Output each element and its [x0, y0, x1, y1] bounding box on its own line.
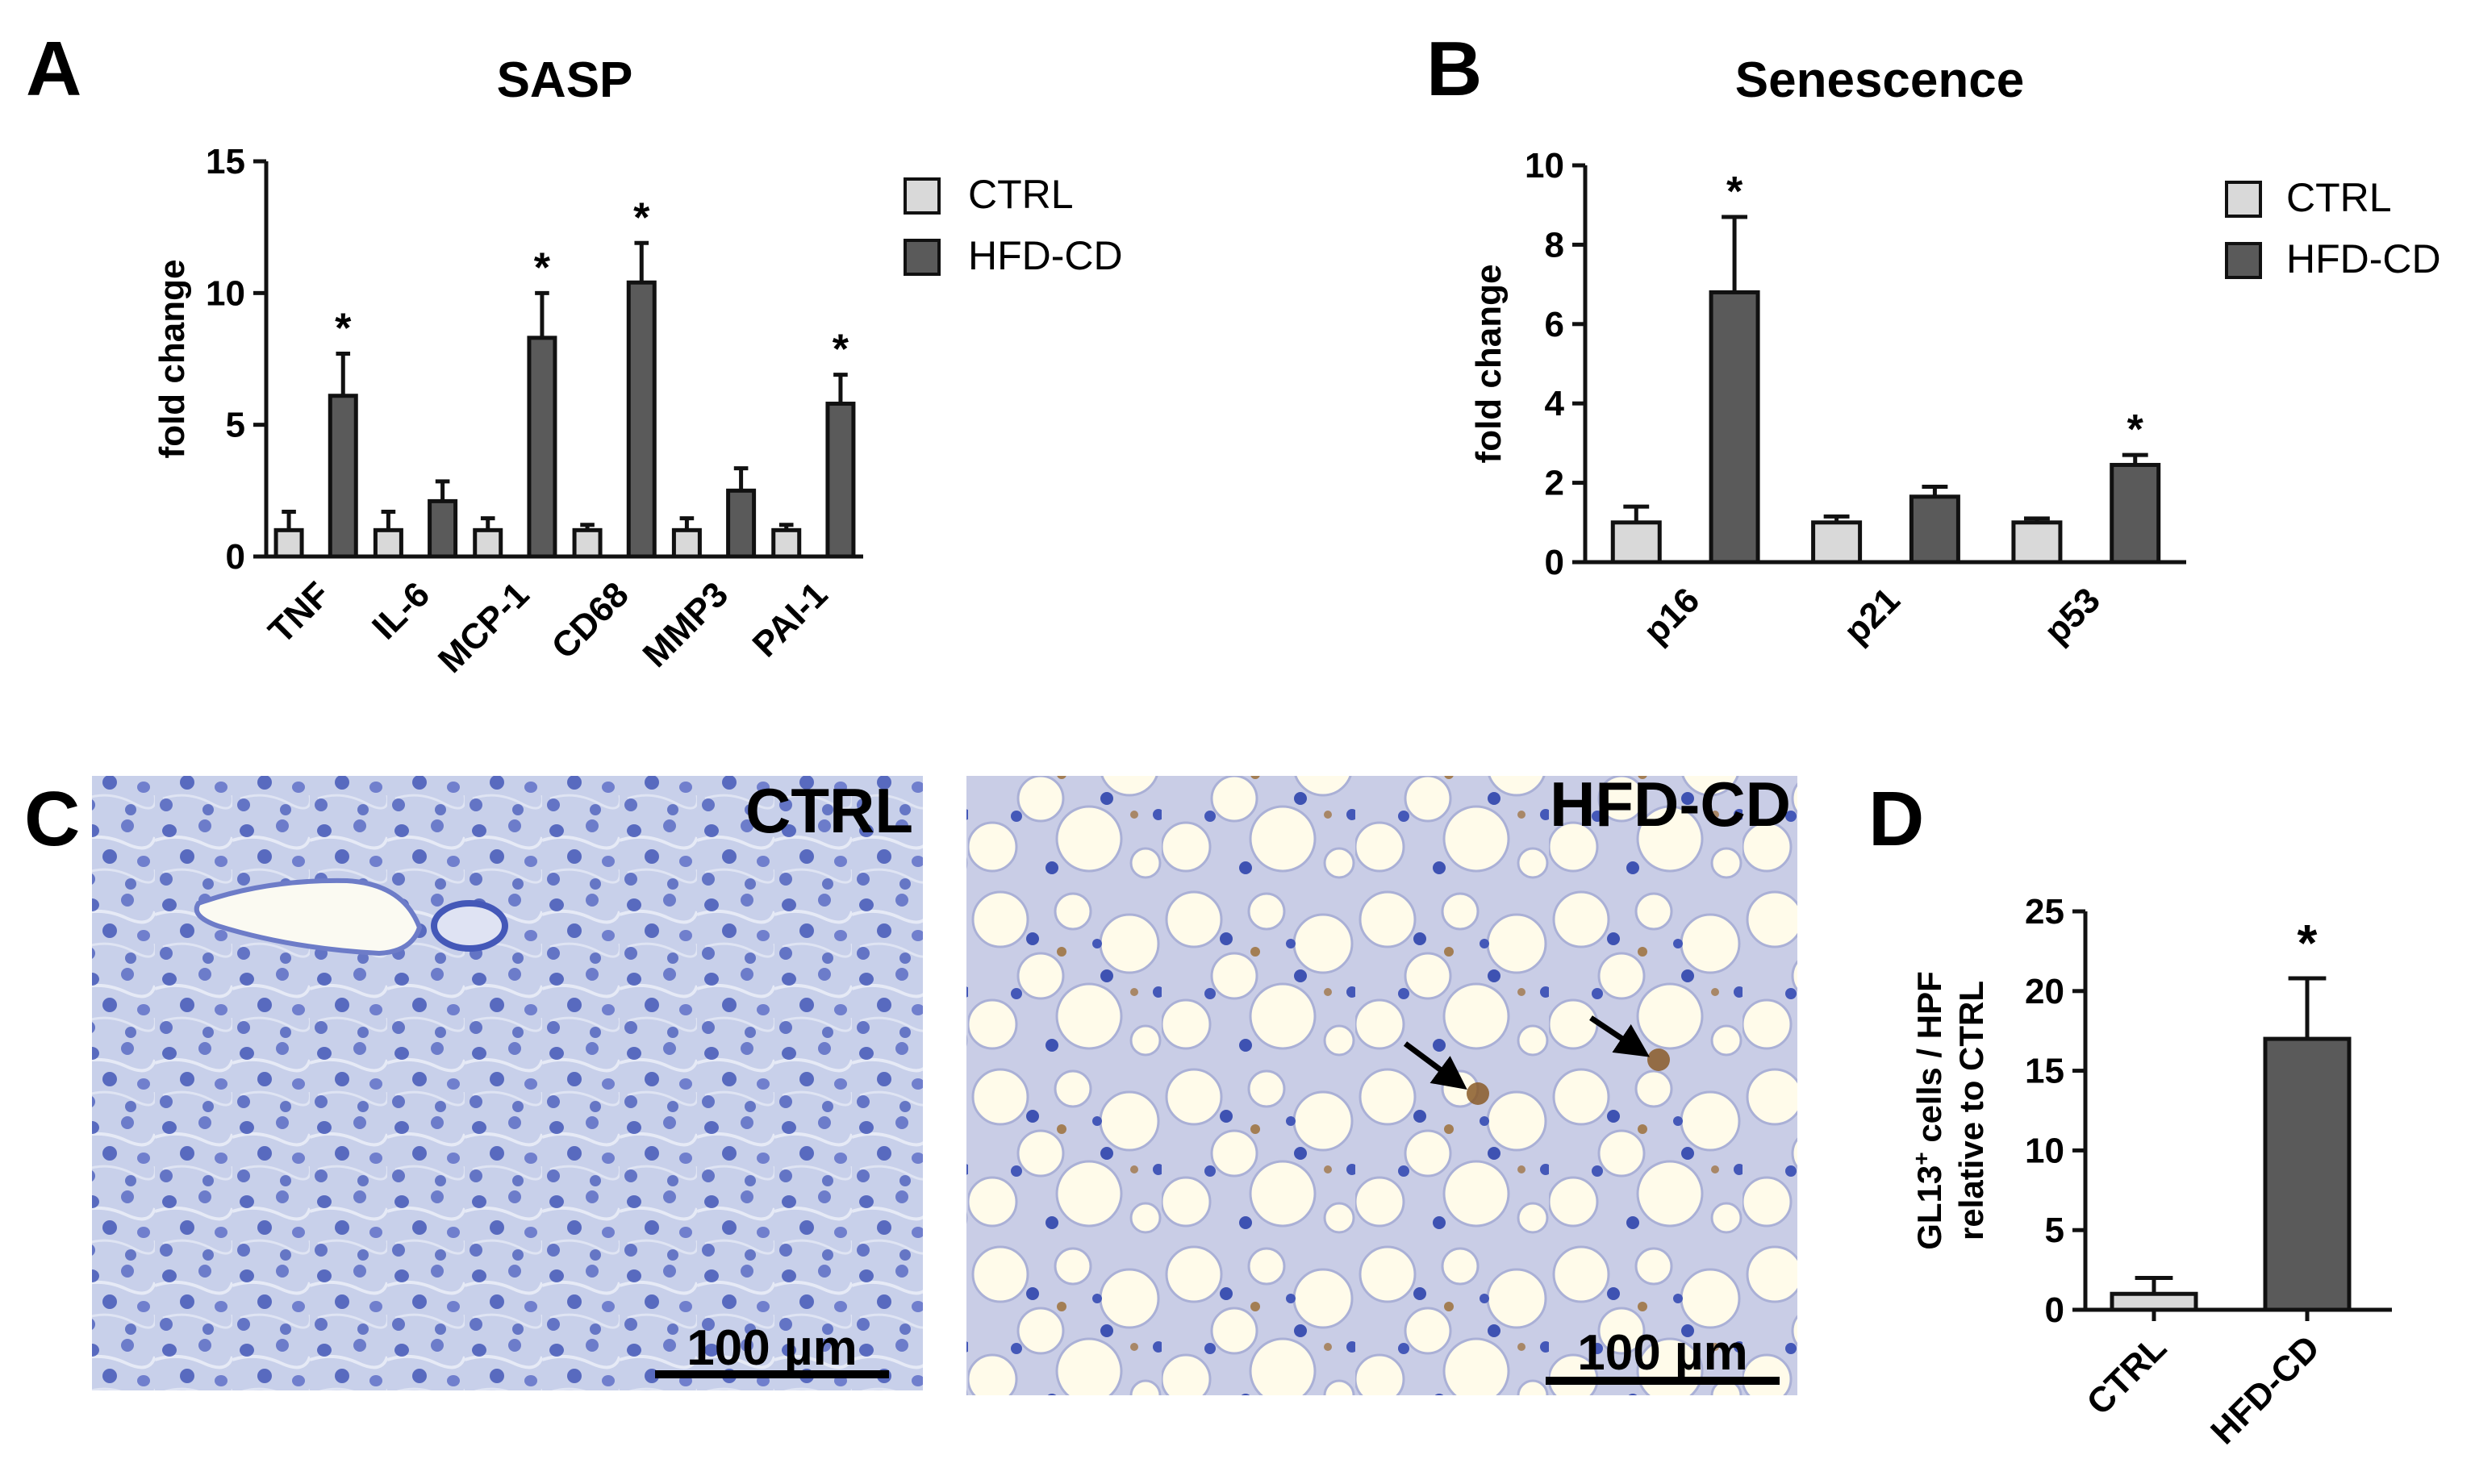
- y-tick-label: 8: [1545, 225, 1564, 265]
- x-tick-label: PAI-1: [745, 574, 836, 665]
- y-tick-label: 5: [2045, 1211, 2064, 1250]
- panel-letter-d: D: [1868, 776, 1924, 862]
- micrograph-hfd-scalebar-label: 100 µm: [1577, 1325, 1748, 1381]
- legend-a: CTRL HFD-CD: [904, 172, 1123, 278]
- bar-ctrl: [572, 527, 603, 559]
- bar-ctrl: [1610, 520, 1662, 565]
- bar-ctrl: [771, 527, 802, 559]
- bar-hfd: [726, 488, 757, 559]
- bar-ctrl: [1811, 520, 1863, 565]
- bar-hfd: [1709, 290, 1760, 565]
- x-tick-label: p53: [2037, 580, 2108, 651]
- y-tick-label: 4: [1545, 384, 1565, 423]
- stained-cell: [1647, 1048, 1670, 1071]
- y-tick-label: 10: [206, 273, 245, 313]
- legend-a-hfd-label: HFD-CD: [968, 233, 1123, 278]
- significance-marker: *: [534, 244, 551, 291]
- bar-hfd: [2263, 1036, 2352, 1312]
- micrograph-ctrl-image: [92, 776, 923, 1390]
- bar-ctrl: [373, 527, 403, 559]
- significance-marker: *: [1726, 169, 1743, 215]
- chart-senescence: 0 2 4 6 8 10 Senescence fold change * p16 p21 * p53: [1469, 52, 2186, 652]
- y-tick-label: 15: [2025, 1052, 2064, 1091]
- bar-hfd: [825, 402, 856, 559]
- y-tick-label: 15: [206, 142, 245, 181]
- chart-title: Senescence: [1735, 52, 2024, 108]
- x-tick-label: HFD-CD: [2203, 1328, 2327, 1452]
- y-tick-label: 2: [1545, 464, 1564, 503]
- chart-sasp: 0 5 10 15 SASP fold change * TNF IL-6 * MCP-1 * CD68…: [152, 52, 863, 681]
- significance-marker: *: [833, 327, 849, 373]
- panel-letter-b: B: [1426, 26, 1482, 112]
- y-tick-label: 20: [2025, 972, 2064, 1011]
- x-tick-label: MMP3: [636, 574, 737, 675]
- x-tick-label: p21: [1836, 580, 1907, 651]
- bar-ctrl: [671, 527, 702, 559]
- x-tick-label: CD68: [545, 574, 636, 666]
- bar-hfd: [527, 336, 557, 559]
- x-tick-label: CTRL: [2079, 1328, 2174, 1423]
- bar-hfd: [428, 498, 458, 559]
- arrow-marker: [1589, 1015, 1650, 1057]
- legend-b: CTRL HFD-CD: [2225, 175, 2441, 281]
- bar-hfd: [626, 280, 657, 559]
- significance-marker: *: [2127, 406, 2144, 453]
- y-tick-label: 0: [2045, 1290, 2064, 1330]
- panel-letter-a: A: [26, 26, 81, 112]
- chart-gl13-cells: 0 5 10 15 20 25 GL13+ cells / HPF relative to C…: [1909, 892, 2392, 1452]
- legend-b-ctrl-swatch: [2225, 181, 2262, 218]
- bar-hfd: [2110, 462, 2161, 565]
- y-axis-label: GL13+ cells / HPF: [1909, 971, 1949, 1250]
- y-tick-label: 25: [2025, 892, 2064, 932]
- chart-title: SASP: [497, 52, 633, 108]
- x-tick-label: MCP-1: [431, 574, 536, 680]
- legend-b-hfd-swatch: [2225, 242, 2262, 279]
- portal-structure: [431, 900, 508, 952]
- bar-ctrl: [2110, 1291, 2198, 1312]
- x-tick-label: IL-6: [365, 574, 437, 647]
- panel-letter-c: C: [24, 776, 80, 862]
- arrow-marker: [1403, 1041, 1467, 1090]
- y-axis-label: fold change: [1469, 265, 1509, 464]
- legend-a-ctrl-label: CTRL: [968, 172, 1074, 217]
- y-tick-label: 10: [2025, 1131, 2064, 1170]
- significance-marker: *: [335, 305, 352, 352]
- bar-ctrl: [473, 527, 503, 559]
- y-axis-label: fold change: [152, 260, 192, 459]
- y-tick-label: 0: [226, 537, 245, 577]
- bar-ctrl: [273, 527, 304, 559]
- legend-a-ctrl-swatch: [904, 177, 941, 215]
- micrograph-ctrl: CTRL 100 µm: [92, 775, 923, 1390]
- legend-b-ctrl-label: CTRL: [2286, 175, 2392, 220]
- y-axis-label-line2: relative to CTRL: [1952, 981, 1990, 1240]
- y-tick-label: 6: [1545, 305, 1564, 344]
- bar-hfd: [328, 394, 358, 559]
- micrograph-ctrl-scalebar-label: 100 µm: [687, 1320, 858, 1376]
- x-tick-label: TNF: [261, 574, 338, 651]
- y-tick-label: 10: [1525, 146, 1564, 186]
- x-tick-label: p16: [1636, 580, 1707, 651]
- y-tick-label: 0: [1545, 543, 1564, 582]
- legend-a-hfd-swatch: [904, 239, 941, 276]
- micrograph-ctrl-label: CTRL: [745, 775, 913, 846]
- micrograph-hfd: HFD-CD 100 µm: [966, 769, 1797, 1395]
- significance-marker: *: [633, 194, 650, 241]
- significance-marker: *: [2298, 914, 2318, 972]
- central-vein: [194, 877, 423, 957]
- micrograph-hfd-label: HFD-CD: [1550, 769, 1791, 840]
- legend-b-hfd-label: HFD-CD: [2286, 236, 2441, 281]
- micrograph-hfd-image: [966, 776, 1797, 1395]
- bar-hfd: [1909, 494, 1960, 565]
- y-tick-label: 5: [226, 406, 245, 445]
- bar-ctrl: [2011, 520, 2063, 565]
- stained-cell: [1467, 1082, 1489, 1105]
